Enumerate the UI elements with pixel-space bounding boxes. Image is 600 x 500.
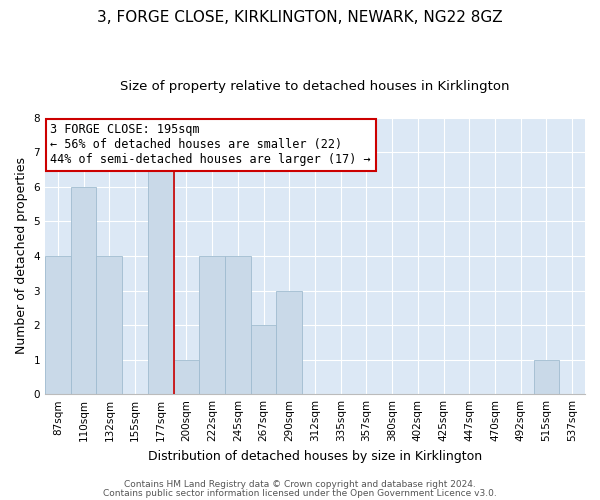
- Bar: [97, 256, 122, 394]
- Bar: [277, 290, 302, 394]
- Text: 3 FORGE CLOSE: 195sqm
← 56% of detached houses are smaller (22)
44% of semi-deta: 3 FORGE CLOSE: 195sqm ← 56% of detached …: [50, 124, 371, 166]
- Bar: [225, 256, 251, 394]
- Bar: [199, 256, 225, 394]
- Bar: [173, 360, 199, 394]
- Text: 3, FORGE CLOSE, KIRKLINGTON, NEWARK, NG22 8GZ: 3, FORGE CLOSE, KIRKLINGTON, NEWARK, NG2…: [97, 10, 503, 25]
- Bar: [71, 187, 97, 394]
- Bar: [45, 256, 71, 394]
- X-axis label: Distribution of detached houses by size in Kirklington: Distribution of detached houses by size …: [148, 450, 482, 462]
- Text: Contains HM Land Registry data © Crown copyright and database right 2024.: Contains HM Land Registry data © Crown c…: [124, 480, 476, 489]
- Bar: [251, 325, 277, 394]
- Text: Contains public sector information licensed under the Open Government Licence v3: Contains public sector information licen…: [103, 488, 497, 498]
- Bar: [533, 360, 559, 394]
- Y-axis label: Number of detached properties: Number of detached properties: [15, 158, 28, 354]
- Title: Size of property relative to detached houses in Kirklington: Size of property relative to detached ho…: [120, 80, 510, 93]
- Bar: [148, 152, 173, 394]
